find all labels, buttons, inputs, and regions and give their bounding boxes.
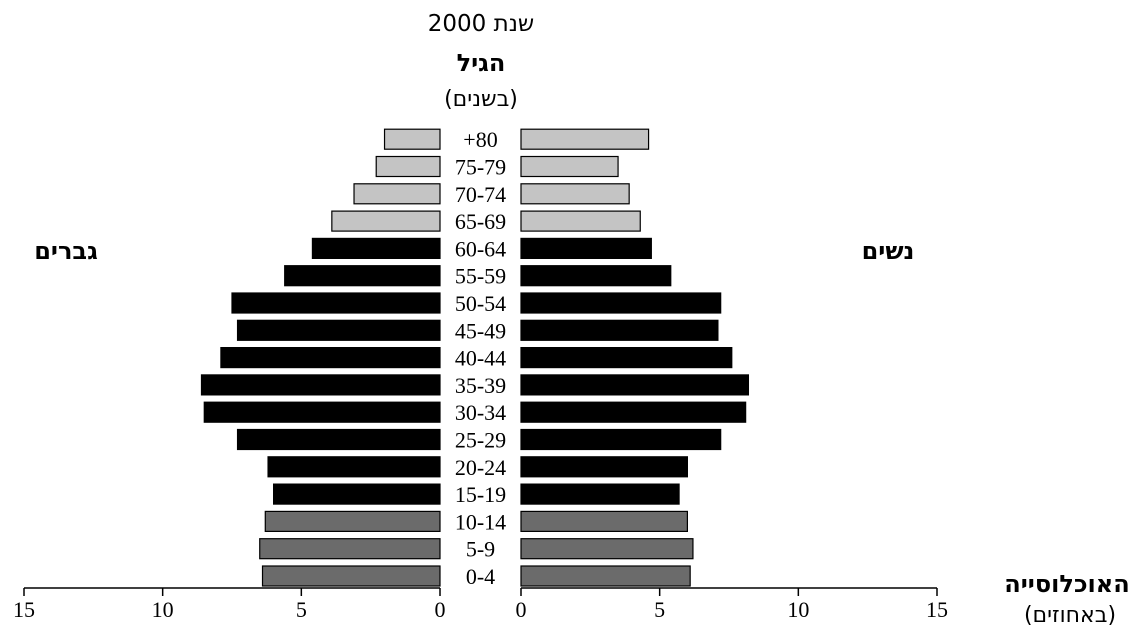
bar-women-40-44 — [520, 347, 733, 369]
men-x-tick-label-5: 5 — [296, 597, 307, 622]
bar-men-75-79 — [375, 155, 441, 178]
bar-men-35-39 — [200, 374, 441, 396]
x-axis-title: האוכלוסייה — [1004, 570, 1129, 598]
bar-men-70-74 — [353, 183, 441, 205]
bar-men-10-14 — [264, 510, 441, 532]
bar-women-55-59 — [520, 265, 672, 287]
bar-men-45-49 — [236, 319, 441, 341]
bar-women-45-49 — [520, 319, 719, 341]
age-label-75-79: 75-79 — [455, 155, 506, 180]
age-label-35-39: 35-39 — [455, 373, 506, 398]
women-x-tick-label-15: 15 — [926, 597, 948, 622]
bar-women-10-14 — [520, 510, 688, 532]
bar-men-5-9 — [259, 538, 441, 560]
bar-women-5-9 — [520, 538, 694, 560]
age-label-80+: +80 — [463, 127, 497, 152]
age-label-60-64: 60-64 — [455, 236, 506, 261]
age-label-30-34: 30-34 — [455, 400, 506, 425]
bar-men-20-24 — [267, 456, 441, 478]
bar-men-50-54 — [231, 292, 441, 314]
women-label: נשים — [862, 237, 915, 265]
men-x-tick-label-0: 0 — [435, 597, 446, 622]
bar-men-40-44 — [220, 347, 441, 369]
bar-men-15-19 — [273, 483, 441, 505]
bar-women-30-34 — [520, 401, 747, 423]
x-axis-unit: (באחוזים) — [1024, 603, 1116, 628]
bar-men-65-69 — [331, 210, 441, 232]
age-label-40-44: 40-44 — [455, 346, 506, 371]
women-x-tick-label-10: 10 — [787, 597, 809, 622]
bar-men-30-34 — [203, 401, 441, 423]
age-label-20-24: 20-24 — [455, 455, 506, 480]
bar-men-55-59 — [284, 265, 441, 287]
men-x-tick-label-15: 15 — [13, 597, 35, 622]
age-label-50-54: 50-54 — [455, 291, 506, 316]
bar-men-0-4 — [261, 565, 441, 587]
age-axis-title: הגיל — [457, 49, 506, 77]
bar-men-80+ — [383, 128, 441, 150]
bar-women-60-64 — [520, 237, 652, 259]
bar-women-70-74 — [520, 183, 630, 205]
age-label-0-4: 0-4 — [466, 564, 495, 589]
age-axis-unit: (בשנים) — [444, 87, 518, 112]
men-x-tick-label-10: 10 — [152, 597, 174, 622]
bar-women-50-54 — [520, 292, 722, 314]
bar-women-15-19 — [520, 483, 680, 505]
bar-men-25-29 — [236, 428, 441, 451]
bar-women-25-29 — [520, 428, 722, 451]
age-label-55-59: 55-59 — [455, 264, 506, 289]
age-label-15-19: 15-19 — [455, 482, 506, 507]
bar-women-75-79 — [520, 155, 619, 178]
age-label-10-14: 10-14 — [455, 509, 506, 534]
bar-women-65-69 — [520, 210, 641, 232]
women-x-tick-label-0: 0 — [516, 597, 527, 622]
bar-women-0-4 — [520, 565, 691, 587]
age-label-45-49: 45-49 — [455, 318, 506, 343]
age-label-70-74: 70-74 — [455, 182, 506, 207]
age-label-65-69: 65-69 — [455, 209, 506, 234]
bar-men-60-64 — [311, 237, 441, 259]
bar-women-80+ — [520, 128, 650, 150]
women-x-tick-label-5: 5 — [654, 597, 665, 622]
bar-women-20-24 — [520, 456, 688, 478]
age-label-5-9: 5-9 — [466, 537, 495, 562]
chart-title: שנת 2000 — [428, 11, 534, 37]
bar-women-35-39 — [520, 374, 750, 396]
age-label-25-29: 25-29 — [455, 428, 506, 453]
men-label: גברים — [34, 237, 98, 265]
